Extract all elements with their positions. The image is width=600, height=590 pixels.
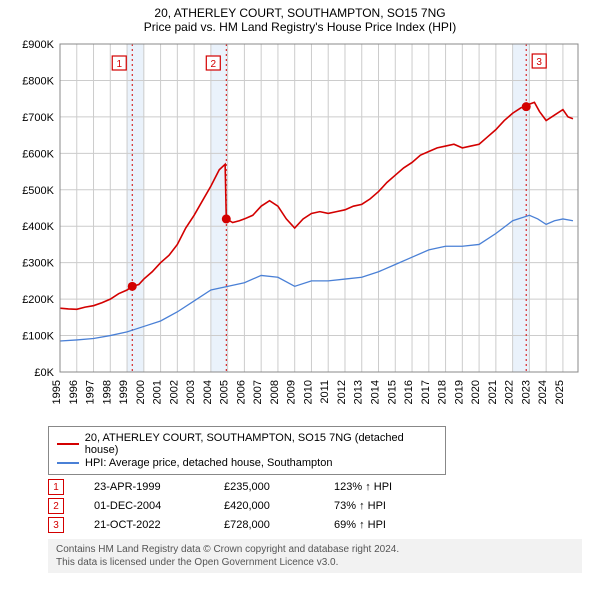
svg-text:2017: 2017 xyxy=(420,380,432,404)
svg-text:£400K: £400K xyxy=(22,221,54,233)
legend-swatch xyxy=(57,462,79,464)
svg-text:2000: 2000 xyxy=(135,380,147,404)
svg-text:3: 3 xyxy=(536,57,542,68)
svg-text:£700K: £700K xyxy=(22,112,54,124)
svg-text:2010: 2010 xyxy=(302,380,314,404)
legend-row: 20, ATHERLEY COURT, SOUTHAMPTON, SO15 7N… xyxy=(57,432,437,456)
svg-text:2012: 2012 xyxy=(336,380,348,404)
legend-swatch xyxy=(57,443,79,445)
svg-text:£0K: £0K xyxy=(34,367,54,379)
svg-text:2009: 2009 xyxy=(286,380,298,404)
sale-hpi: 123% ↑ HPI xyxy=(334,481,414,493)
svg-text:2019: 2019 xyxy=(453,380,465,404)
sale-marker: 2 xyxy=(48,498,64,514)
svg-text:1: 1 xyxy=(116,59,122,70)
footer-line1: Contains HM Land Registry data © Crown c… xyxy=(56,543,574,556)
svg-text:£100K: £100K xyxy=(22,331,54,343)
svg-text:2013: 2013 xyxy=(353,380,365,404)
svg-text:2: 2 xyxy=(211,59,217,70)
svg-text:2018: 2018 xyxy=(437,380,449,404)
svg-text:2011: 2011 xyxy=(319,380,331,404)
sale-row: 2 01-DEC-2004 £420,000 73% ↑ HPI xyxy=(48,498,582,514)
svg-text:2003: 2003 xyxy=(185,380,197,404)
svg-text:2025: 2025 xyxy=(554,380,566,404)
chart-legend: 20, ATHERLEY COURT, SOUTHAMPTON, SO15 7N… xyxy=(48,426,446,475)
data-attribution: Contains HM Land Registry data © Crown c… xyxy=(48,539,582,573)
sale-hpi: 69% ↑ HPI xyxy=(334,519,414,531)
sale-date: 21-OCT-2022 xyxy=(94,519,194,531)
sale-row: 1 23-APR-1999 £235,000 123% ↑ HPI xyxy=(48,479,582,495)
svg-text:2021: 2021 xyxy=(487,380,499,404)
svg-text:2023: 2023 xyxy=(520,380,532,404)
legend-label: 20, ATHERLEY COURT, SOUTHAMPTON, SO15 7N… xyxy=(85,432,437,456)
svg-text:2020: 2020 xyxy=(470,380,482,404)
footer-line2: This data is licensed under the Open Gov… xyxy=(56,556,574,569)
sales-table: 1 23-APR-1999 £235,000 123% ↑ HPI 2 01-DEC-20… xyxy=(48,479,582,533)
svg-text:2004: 2004 xyxy=(202,380,214,404)
svg-text:2015: 2015 xyxy=(386,380,398,404)
svg-text:1998: 1998 xyxy=(101,380,113,404)
svg-text:£300K: £300K xyxy=(22,258,54,270)
svg-text:2001: 2001 xyxy=(152,380,164,404)
sale-price: £420,000 xyxy=(224,500,304,512)
sale-date: 23-APR-1999 xyxy=(94,481,194,493)
svg-text:2014: 2014 xyxy=(370,380,382,404)
chart-title-line2: Price paid vs. HM Land Registry's House … xyxy=(8,20,592,34)
price-chart: £0K £100K £200K £300K £400K £500K £600K £700K £8… xyxy=(8,40,588,420)
sale-marker: 1 xyxy=(48,479,64,495)
sale-price: £235,000 xyxy=(224,481,304,493)
svg-text:1995: 1995 xyxy=(51,380,63,404)
svg-text:£600K: £600K xyxy=(22,148,54,160)
svg-text:£900K: £900K xyxy=(22,40,54,51)
svg-text:2008: 2008 xyxy=(269,380,281,404)
svg-text:£500K: £500K xyxy=(22,185,54,197)
svg-text:£800K: £800K xyxy=(22,75,54,87)
svg-text:2024: 2024 xyxy=(537,380,549,404)
sale-row: 3 21-OCT-2022 £728,000 69% ↑ HPI xyxy=(48,517,582,533)
sale-marker: 3 xyxy=(48,517,64,533)
sale-date: 01-DEC-2004 xyxy=(94,500,194,512)
svg-text:2022: 2022 xyxy=(504,380,516,404)
svg-text:2006: 2006 xyxy=(235,380,247,404)
svg-text:1996: 1996 xyxy=(68,380,80,404)
svg-text:2002: 2002 xyxy=(168,380,180,404)
chart-title-line1: 20, ATHERLEY COURT, SOUTHAMPTON, SO15 7N… xyxy=(8,6,592,20)
svg-text:1997: 1997 xyxy=(85,380,97,404)
svg-text:£200K: £200K xyxy=(22,294,54,306)
svg-text:2016: 2016 xyxy=(403,380,415,404)
legend-row: HPI: Average price, detached house, Sout… xyxy=(57,457,437,469)
svg-text:1999: 1999 xyxy=(118,380,130,404)
svg-text:2007: 2007 xyxy=(252,380,264,404)
legend-label: HPI: Average price, detached house, Sout… xyxy=(85,457,332,469)
svg-text:2005: 2005 xyxy=(219,380,231,404)
sale-price: £728,000 xyxy=(224,519,304,531)
sale-hpi: 73% ↑ HPI xyxy=(334,500,414,512)
